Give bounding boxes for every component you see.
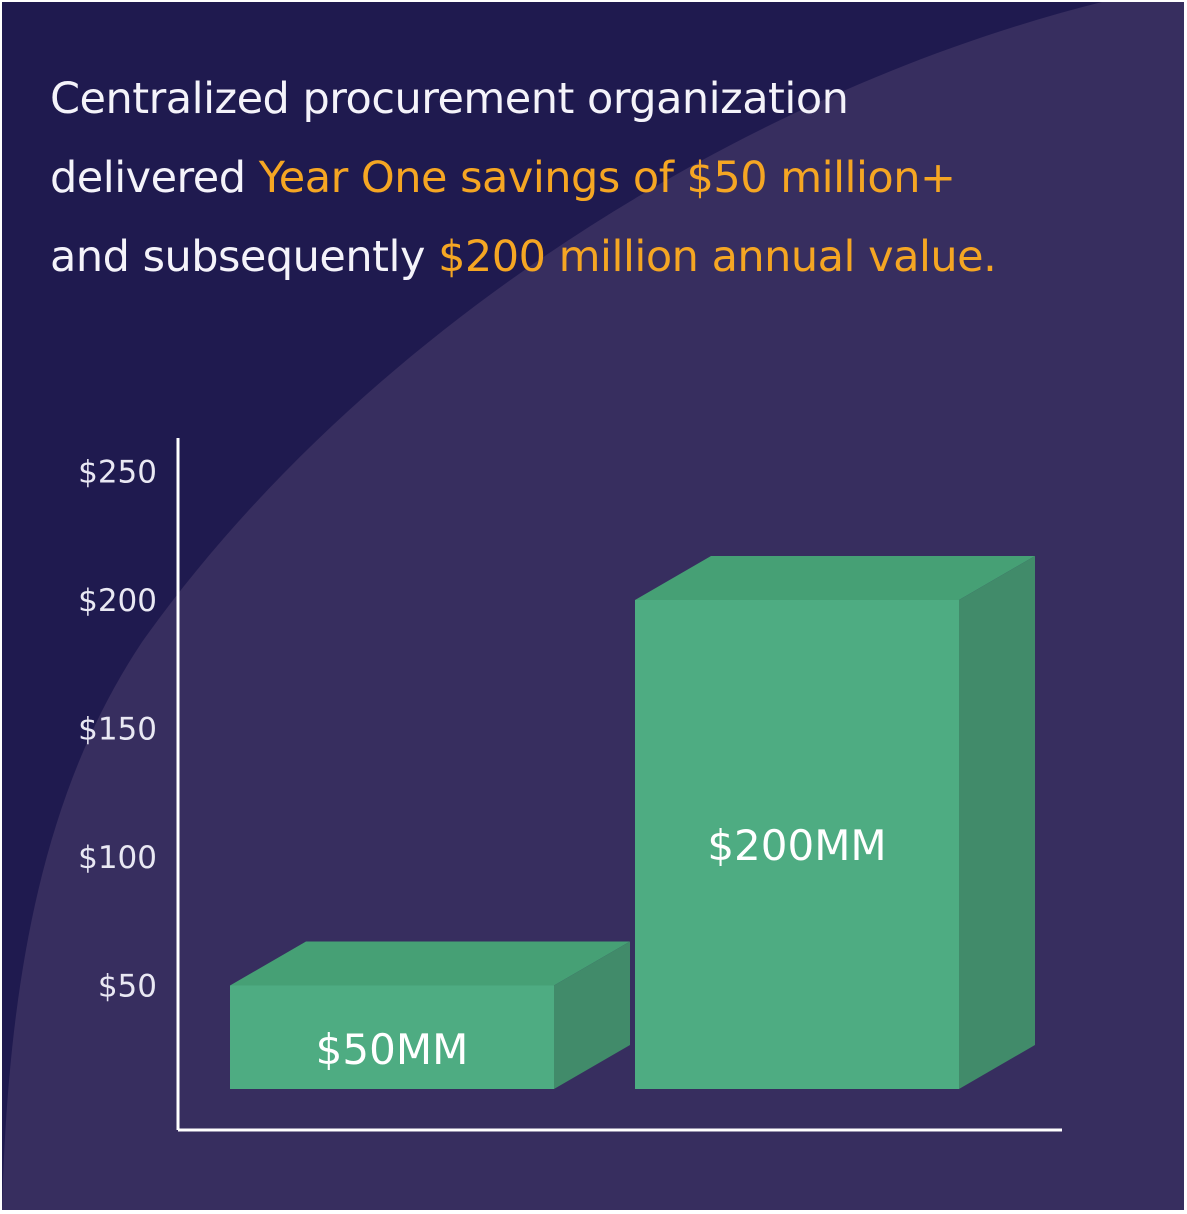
bar-top-face xyxy=(635,556,1035,600)
y-tick-label: $100 xyxy=(78,840,157,876)
headline-line-3-text: and subsequently xyxy=(50,232,439,282)
bar xyxy=(635,600,959,1089)
bar-side-face xyxy=(554,941,630,1089)
y-tick-label: $50 xyxy=(98,969,157,1005)
y-tick-label: $250 xyxy=(78,455,157,491)
bar-side-face xyxy=(959,556,1035,1089)
y-tick-label: $150 xyxy=(78,712,157,748)
headline-line-2-highlight: Year One savings of $50 million+ xyxy=(258,153,956,203)
headline: Centralized procurement organization del… xyxy=(50,60,1160,297)
bar-data-label: $50MM xyxy=(316,1025,469,1074)
bar-top-face xyxy=(230,941,630,986)
y-tick-label: $200 xyxy=(78,583,157,619)
headline-line-2-text: delivered xyxy=(50,153,259,203)
bar-data-label: $200MM xyxy=(707,821,886,870)
bar xyxy=(230,985,554,1089)
headline-line-1: Centralized procurement organization xyxy=(50,74,849,124)
headline-line-3-highlight: $200 million annual value. xyxy=(438,232,997,282)
